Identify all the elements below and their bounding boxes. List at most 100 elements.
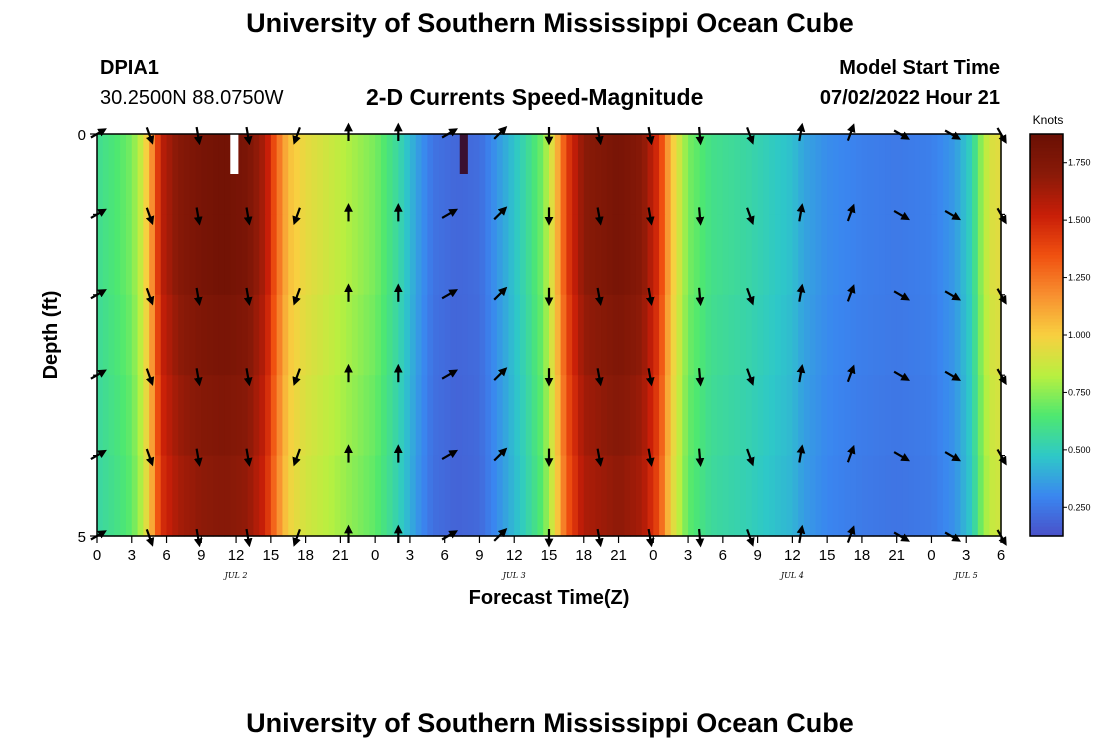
- heatmap-cell: [914, 214, 921, 296]
- heatmap-cell: [230, 375, 237, 457]
- heatmap-cell: [189, 375, 197, 457]
- heatmap-cell: [577, 294, 585, 376]
- heatmap-cell: [149, 134, 156, 215]
- heatmap-cell: [931, 455, 938, 537]
- x-tick-label: 15: [263, 547, 280, 564]
- heatmap-cell: [583, 455, 591, 537]
- current-vector-arrow: [944, 370, 962, 381]
- heatmap-cell: [149, 294, 156, 376]
- colorbar-segment: [1030, 314, 1063, 319]
- heatmap-cell: [798, 294, 805, 376]
- heatmap-cell: [925, 134, 933, 215]
- heatmap-cell: [212, 214, 220, 296]
- x-tick-label: 18: [854, 547, 871, 564]
- x-tick-label: 0: [93, 547, 101, 564]
- heatmap-cell: [467, 134, 475, 215]
- heatmap-cell: [943, 375, 950, 457]
- x-tick-label: 21: [332, 547, 349, 564]
- heatmap-cell: [751, 294, 759, 376]
- heatmap-cell: [583, 294, 591, 376]
- heatmap-cell: [421, 134, 428, 215]
- colorbar-segment: [1030, 385, 1063, 390]
- y-tick-label: 0: [78, 127, 86, 144]
- colorbar-segment: [1030, 147, 1063, 152]
- x-tick-label: 0: [371, 547, 379, 564]
- colorbar-segment: [1030, 244, 1063, 249]
- current-vector-arrow: [292, 448, 301, 467]
- heatmap-cell: [931, 214, 938, 296]
- colorbar-segment: [1030, 415, 1063, 420]
- heatmap-cell: [676, 134, 683, 215]
- heatmap-cell: [392, 455, 399, 537]
- heatmap-cell: [856, 134, 863, 215]
- colorbar-segment: [1030, 335, 1063, 339]
- heatmap-cell: [172, 214, 179, 296]
- heatmap-cell: [201, 455, 208, 537]
- heatmap-cell: [404, 214, 411, 296]
- current-vector-arrow: [893, 209, 911, 221]
- colorbar-segment: [1030, 361, 1063, 366]
- heatmap-cell: [236, 455, 243, 537]
- heatmap-cell: [427, 294, 434, 376]
- heatmap-cell: [943, 294, 950, 376]
- x-tick-label: 12: [784, 547, 801, 564]
- heatmap-cell: [653, 134, 660, 215]
- heatmap-cell: [311, 455, 318, 537]
- heatmap-cell: [230, 214, 237, 296]
- x-axis: 0 3 6 9 12 15 18 21 0 3 6 9 12 15 18 21 0 3 6 9 12 15 18 21 0 3 6 J…: [93, 536, 1005, 580]
- heatmap-cell: [815, 375, 822, 457]
- colorbar-segment: [1030, 458, 1063, 463]
- heatmap-cell: [294, 294, 301, 376]
- heatmap-cell: [224, 294, 231, 376]
- heatmap-cell: [265, 294, 272, 376]
- colorbar-segment: [1030, 237, 1063, 242]
- heatmap-cell: [114, 134, 121, 215]
- heatmap-cell: [734, 455, 741, 537]
- heatmap-cell: [989, 214, 996, 296]
- heatmap-cell: [218, 134, 226, 215]
- heatmap-cell: [693, 134, 701, 215]
- colorbar-segment: [1030, 201, 1063, 205]
- heatmap-cell: [873, 375, 880, 457]
- heatmap-cell: [688, 375, 695, 457]
- heatmap-cell: [885, 294, 892, 376]
- heatmap-cell: [282, 294, 289, 376]
- heatmap-cell: [902, 294, 909, 376]
- heatmap-cell: [415, 455, 423, 537]
- heatmap-cell: [769, 455, 776, 537]
- heatmap-cell: [525, 375, 533, 457]
- heatmap-cell: [873, 455, 880, 537]
- heatmap-cell: [995, 375, 1002, 457]
- heatmap-cell: [954, 214, 962, 296]
- heatmap-cell: [247, 455, 255, 537]
- heatmap-cell: [711, 294, 718, 376]
- heatmap-cell: [288, 134, 295, 215]
- heatmap-cell: [357, 294, 365, 376]
- heatmap-cell: [409, 134, 417, 215]
- x-tick-label: 6: [719, 547, 727, 564]
- heatmap-cell: [995, 294, 1002, 376]
- heatmap-cell: [705, 214, 712, 296]
- heatmap-cell: [601, 455, 608, 537]
- x-tick-label: 9: [197, 547, 205, 564]
- y-axis-label: Depth (ft): [40, 291, 62, 380]
- heatmap-cell: [125, 214, 133, 296]
- heatmap-cell: [664, 214, 672, 296]
- heatmap-cell: [183, 455, 191, 537]
- heatmap-cell: [844, 375, 851, 457]
- heatmap-cell: [890, 134, 898, 215]
- y-tick-label: 5: [78, 529, 86, 546]
- heatmap-cell: [473, 294, 481, 376]
- heatmap-cell: [479, 455, 486, 537]
- heatmap-cell: [375, 134, 382, 215]
- heatmap-cell: [311, 214, 318, 296]
- colorbar-segment: [1030, 442, 1063, 447]
- heatmap-cell: [612, 214, 620, 296]
- heatmap-cell: [780, 294, 788, 376]
- heatmap-cell: [467, 375, 475, 457]
- colorbar-tick-label: 1.500: [1068, 215, 1091, 225]
- heatmap-cell: [954, 294, 962, 376]
- heatmap-cell: [746, 134, 753, 215]
- heatmap-cell: [131, 214, 139, 296]
- colorbar-segment: [1030, 271, 1063, 276]
